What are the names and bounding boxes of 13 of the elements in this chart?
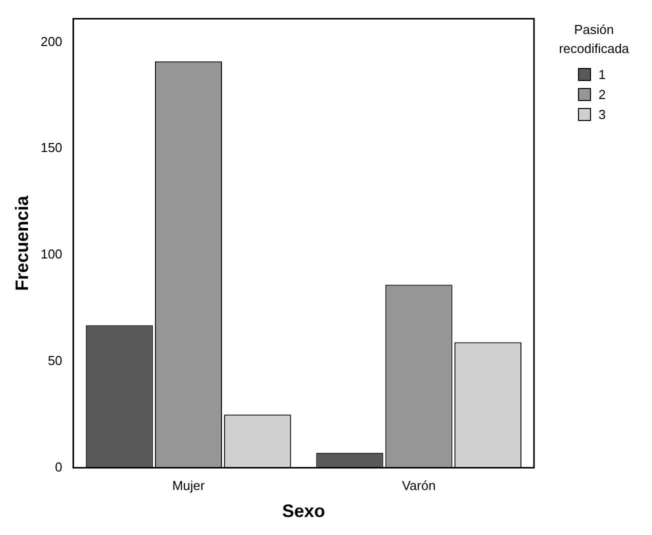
x-axis-title: Sexo — [282, 501, 326, 522]
y-tick-label: 200 — [40, 34, 62, 49]
legend-title: Pasión recodificada — [558, 21, 630, 58]
y-tick-label: 100 — [40, 246, 62, 262]
y-tick-label: 50 — [48, 352, 62, 368]
y-tick-label: 0 — [55, 459, 62, 474]
y-tick-label: 150 — [40, 140, 62, 156]
legend-label: 2 — [598, 86, 607, 102]
legend-label: 3 — [598, 106, 607, 122]
y-axis-title: Frecuencia — [12, 194, 32, 291]
legend-label: 1 — [598, 66, 607, 82]
x-tick-label: Mujer — [172, 478, 206, 494]
x-tick-label: Varón — [402, 478, 436, 494]
